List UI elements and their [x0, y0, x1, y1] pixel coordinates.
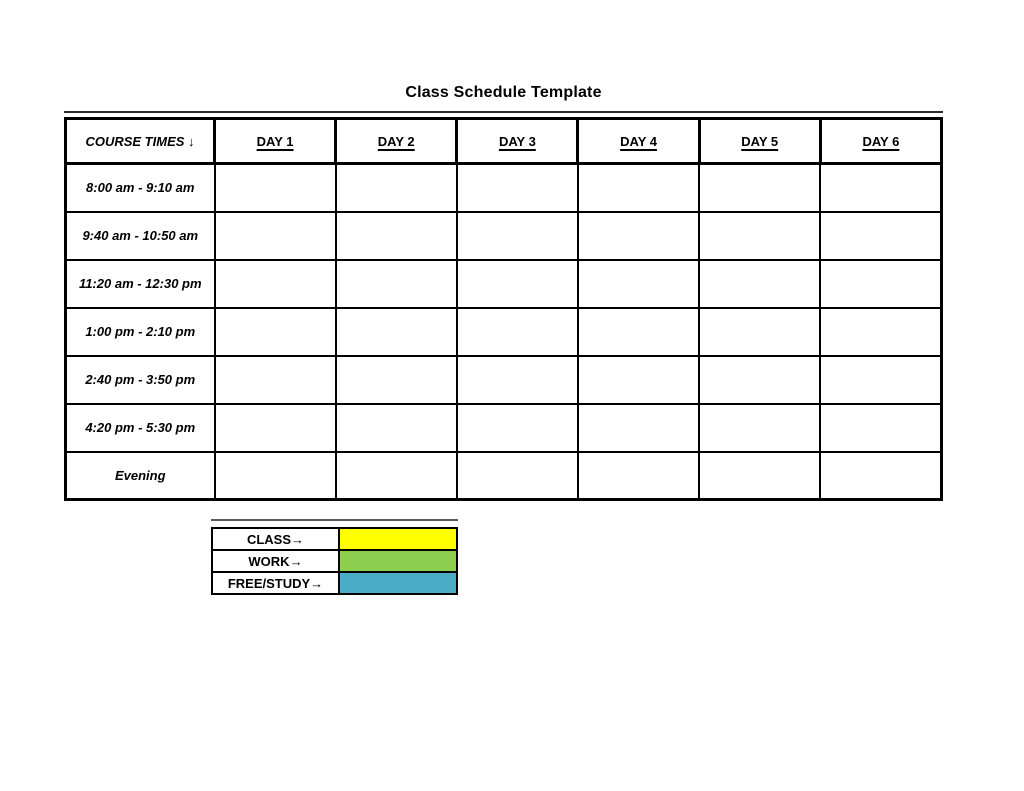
day-header-4: DAY 4 [576, 117, 701, 165]
day-header-2: DAY 2 [334, 117, 459, 165]
schedule-row: 1:00 pm - 2:10 pm [64, 306, 943, 357]
schedule-cell [576, 306, 701, 357]
schedule-cell [455, 450, 579, 501]
time-slot-label: 8:00 am - 9:10 am [64, 162, 216, 213]
schedule-cell [334, 162, 458, 213]
schedule-cell [213, 162, 337, 213]
schedule-cell [819, 450, 943, 501]
schedule-cell [455, 258, 579, 309]
rule-above-schedule [64, 111, 943, 113]
time-slot-label: Evening [64, 450, 216, 501]
schedule-cell [819, 258, 943, 309]
schedule-cell [698, 402, 822, 453]
schedule-cell [819, 354, 943, 405]
time-slot-label: 2:40 pm - 3:50 pm [64, 354, 216, 405]
course-times-header: COURSE TIMES ↓ [64, 117, 216, 165]
time-slot-label: 1:00 pm - 2:10 pm [64, 306, 216, 357]
legend-swatch-class [338, 527, 458, 551]
schedule-cell [698, 450, 822, 501]
schedule-cell [819, 402, 943, 453]
schedule-cell [334, 354, 458, 405]
schedule-cell [334, 258, 458, 309]
schedule-cell [334, 450, 458, 501]
schedule-cell [455, 306, 579, 357]
schedule-cell [698, 258, 822, 309]
legend-label-class: CLASS→ [211, 527, 340, 551]
schedule-cell [819, 162, 943, 213]
legend-row-class: CLASS→ [211, 527, 458, 551]
schedule-cell [455, 162, 579, 213]
schedule-cell [455, 402, 579, 453]
schedule-cell [698, 306, 822, 357]
schedule-cell [819, 210, 943, 261]
schedule-cell [455, 354, 579, 405]
schedule-cell [576, 402, 701, 453]
day-header-6: DAY 6 [818, 117, 944, 165]
legend-label-free-study: FREE/STUDY→ [211, 571, 340, 595]
time-slot-label: 9:40 am - 10:50 am [64, 210, 216, 261]
schedule-row: 11:20 am - 12:30 pm [64, 258, 943, 309]
rule-above-legend [211, 519, 458, 521]
schedule-cell [213, 306, 337, 357]
legend-row-free-study: FREE/STUDY→ [211, 571, 458, 595]
schedule-row: 8:00 am - 9:10 am [64, 162, 943, 213]
schedule-row: 9:40 am - 10:50 am [64, 210, 943, 261]
page-title: Class Schedule Template [405, 84, 602, 101]
time-slot-label: 11:20 am - 12:30 pm [64, 258, 216, 309]
schedule-cell [819, 306, 943, 357]
schedule-cell [576, 450, 701, 501]
schedule-cell [698, 354, 822, 405]
legend-row-work: WORK→ [211, 549, 458, 573]
schedule-cell [213, 354, 337, 405]
schedule-cell [213, 210, 337, 261]
schedule-cell [576, 210, 701, 261]
day-header-5: DAY 5 [697, 117, 822, 165]
day-header-1: DAY 1 [212, 117, 338, 165]
legend-swatch-work [338, 549, 458, 573]
schedule-row: 2:40 pm - 3:50 pm [64, 354, 943, 405]
schedule-header-row: COURSE TIMES ↓ DAY 1 DAY 2 DAY 3 DAY 4 D… [64, 117, 944, 165]
schedule-cell [213, 258, 337, 309]
schedule-cell [213, 402, 337, 453]
schedule-cell [334, 402, 458, 453]
schedule-cell [576, 258, 701, 309]
time-slot-label: 4:20 pm - 5:30 pm [64, 402, 216, 453]
legend-swatch-free-study [338, 571, 458, 595]
schedule-table: COURSE TIMES ↓ DAY 1 DAY 2 DAY 3 DAY 4 D… [64, 117, 944, 501]
schedule-row: 4:20 pm - 5:30 pm [64, 402, 943, 453]
schedule-cell [334, 306, 458, 357]
schedule-cell [576, 354, 701, 405]
schedule-cell [576, 162, 701, 213]
schedule-row: Evening [64, 450, 943, 501]
legend-table: CLASS→ WORK→ FREE/STUDY→ [211, 527, 458, 595]
legend-label-work: WORK→ [211, 549, 340, 573]
schedule-cell [698, 210, 822, 261]
schedule-cell [213, 450, 337, 501]
day-header-3: DAY 3 [455, 117, 580, 165]
schedule-cell [334, 210, 458, 261]
schedule-cell [698, 162, 822, 213]
schedule-cell [455, 210, 579, 261]
